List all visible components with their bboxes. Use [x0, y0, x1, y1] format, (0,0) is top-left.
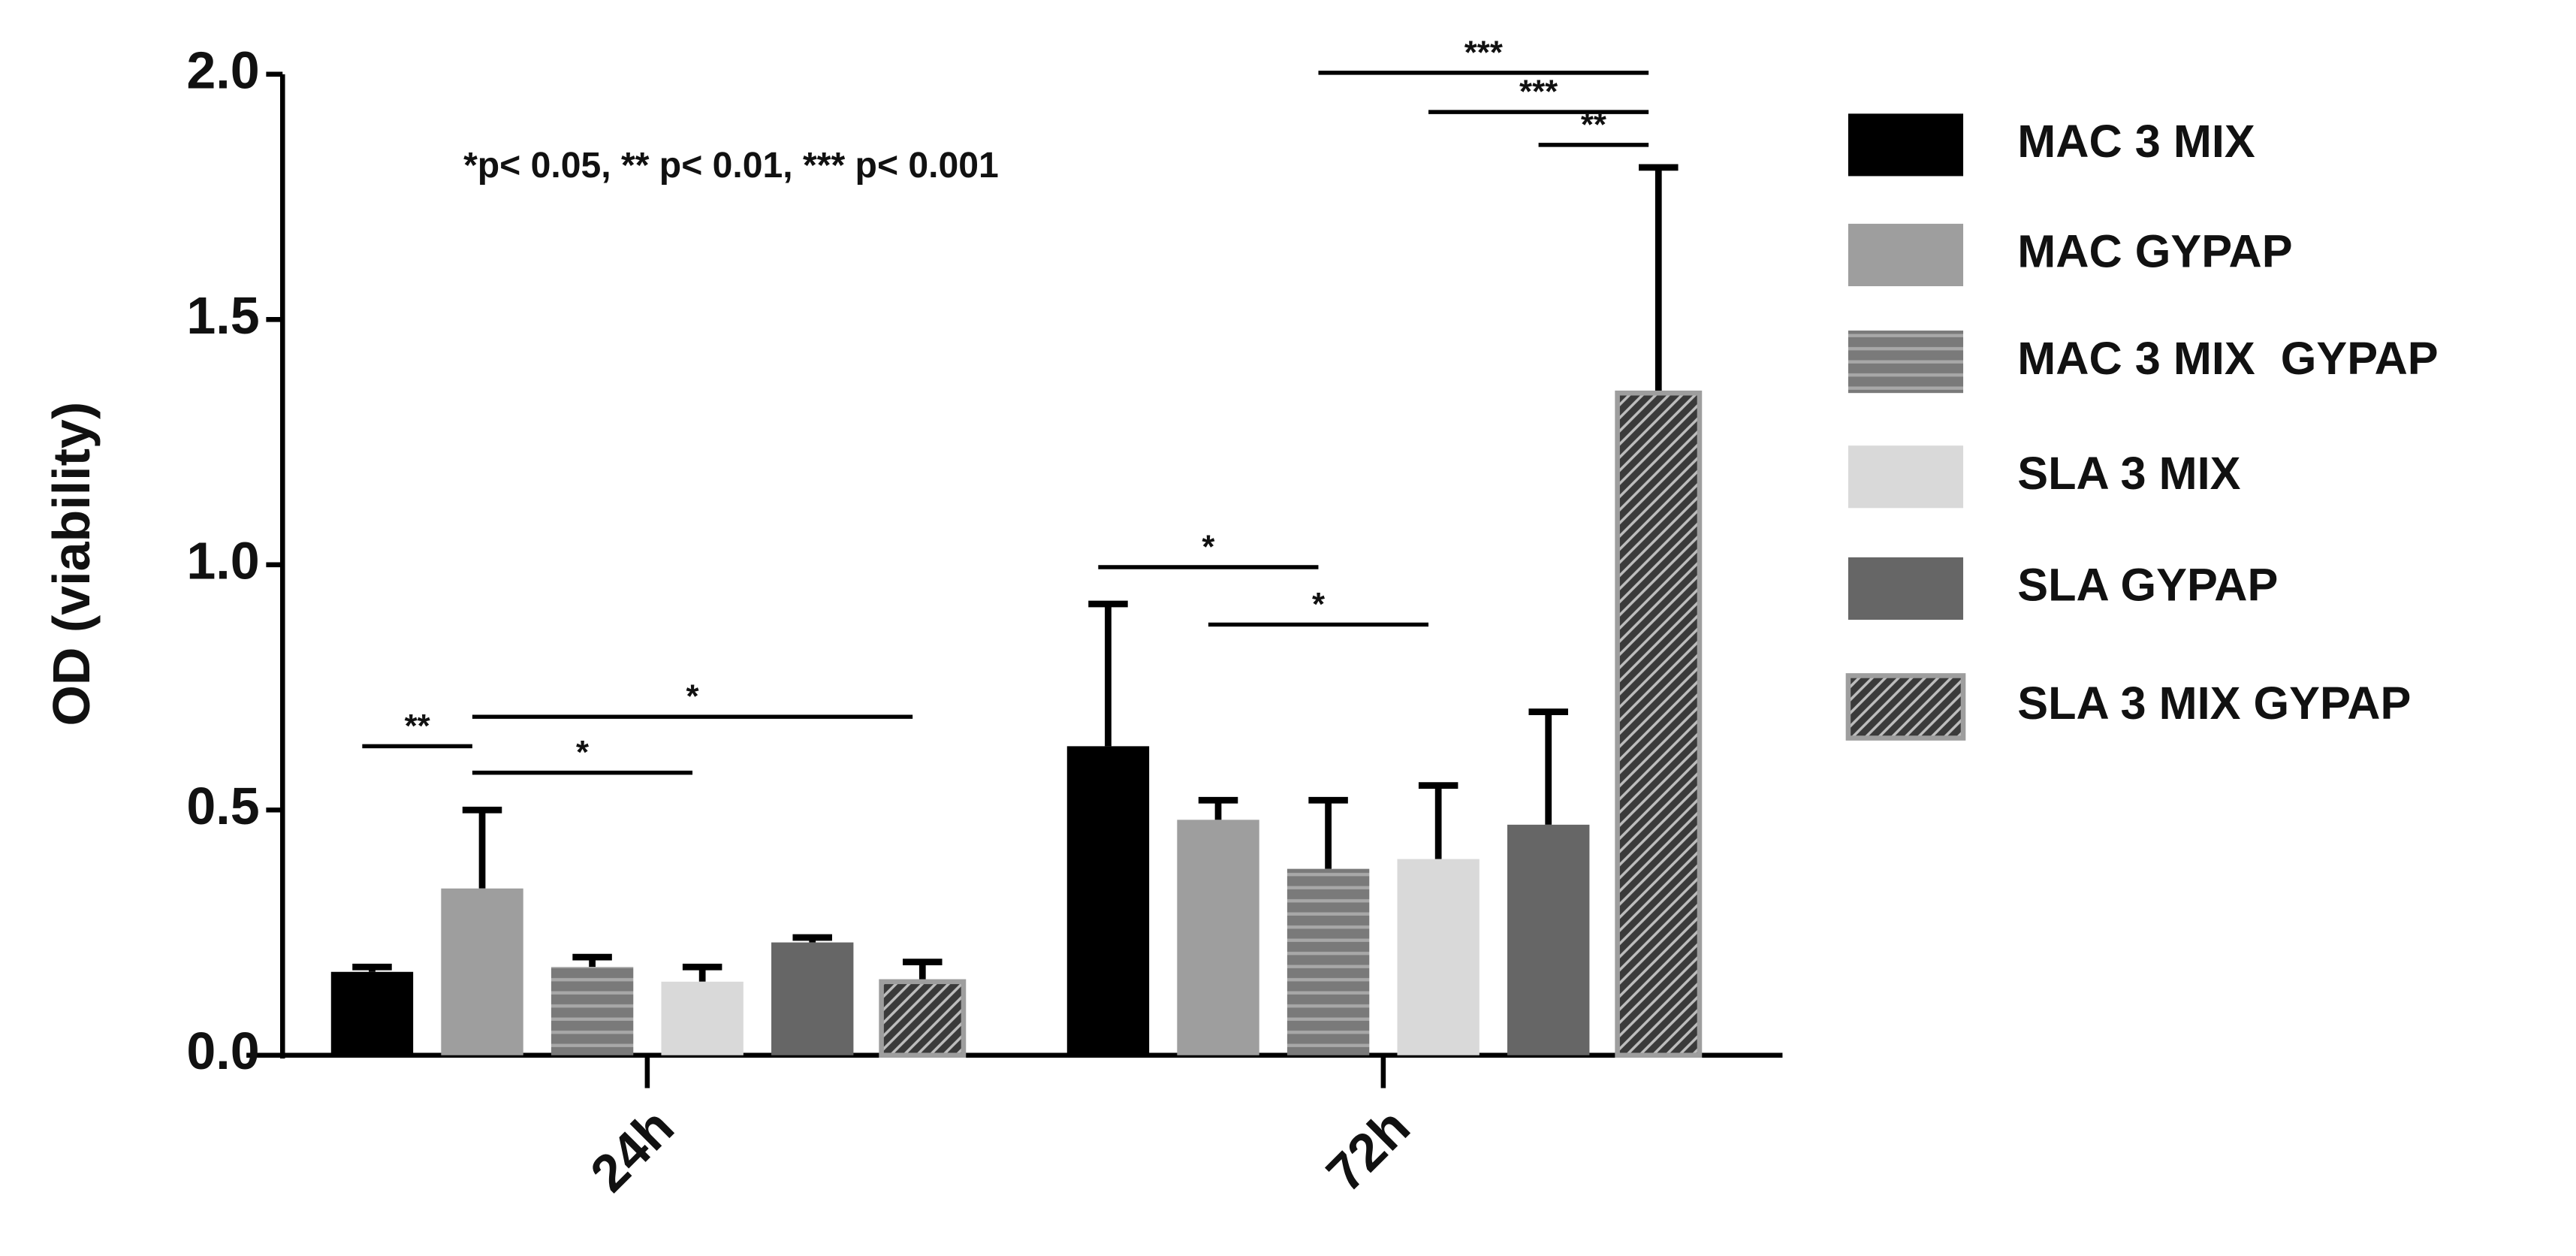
legend-label: MAC GYPAP [2017, 226, 2292, 277]
bar [661, 981, 744, 1055]
comparison-label: ** [1581, 106, 1606, 143]
x-tick-label: 72h [1315, 1097, 1420, 1203]
bar [1286, 868, 1370, 1055]
y-tick-label: 0.0 [186, 1022, 259, 1080]
legend-label: SLA GYPAP [2017, 560, 2278, 611]
legend-label: MAC 3 MIX [2017, 116, 2255, 167]
bar [441, 888, 523, 1055]
y-tick-label: 1.5 [186, 286, 259, 345]
comparison-label: * [686, 678, 699, 715]
bar [330, 971, 414, 1055]
legend-swatch [1845, 673, 1966, 741]
legend-label: SLA 3 MIX GYPAP [2017, 678, 2411, 729]
bar [1615, 390, 1703, 1058]
bar [1066, 746, 1150, 1055]
legend-swatch [1848, 113, 1964, 177]
legend-swatch [1848, 223, 1964, 286]
y-tick-label: 2.0 [186, 41, 259, 99]
comparison-label: * [1202, 529, 1214, 566]
legend-label: MAC 3 MIX GYPAP [2017, 333, 2438, 384]
y-tick-label: 1.0 [186, 531, 259, 590]
legend-swatch [1848, 557, 1964, 620]
x-tick-label: 24h [579, 1097, 684, 1203]
bar [771, 942, 854, 1055]
comparison-label: * [576, 734, 589, 771]
comparison-label: *** [1519, 74, 1558, 110]
legend-swatch [1848, 331, 1964, 394]
comparison-label: * [1312, 586, 1325, 623]
bar [550, 967, 634, 1055]
y-axis-label: OD (viability) [42, 402, 101, 726]
comparison-label: ** [405, 708, 430, 744]
legend-label: SLA 3 MIX [2017, 448, 2240, 499]
legend-swatch [1848, 445, 1964, 509]
bar [879, 979, 967, 1058]
significance-note: *p< 0.05, ** p< 0.01, *** p< 0.001 [463, 145, 999, 186]
y-tick-label: 0.5 [186, 777, 259, 835]
bar [1507, 824, 1590, 1055]
bar [1397, 859, 1480, 1055]
bar [1177, 820, 1259, 1055]
comparison-label: *** [1464, 34, 1503, 71]
